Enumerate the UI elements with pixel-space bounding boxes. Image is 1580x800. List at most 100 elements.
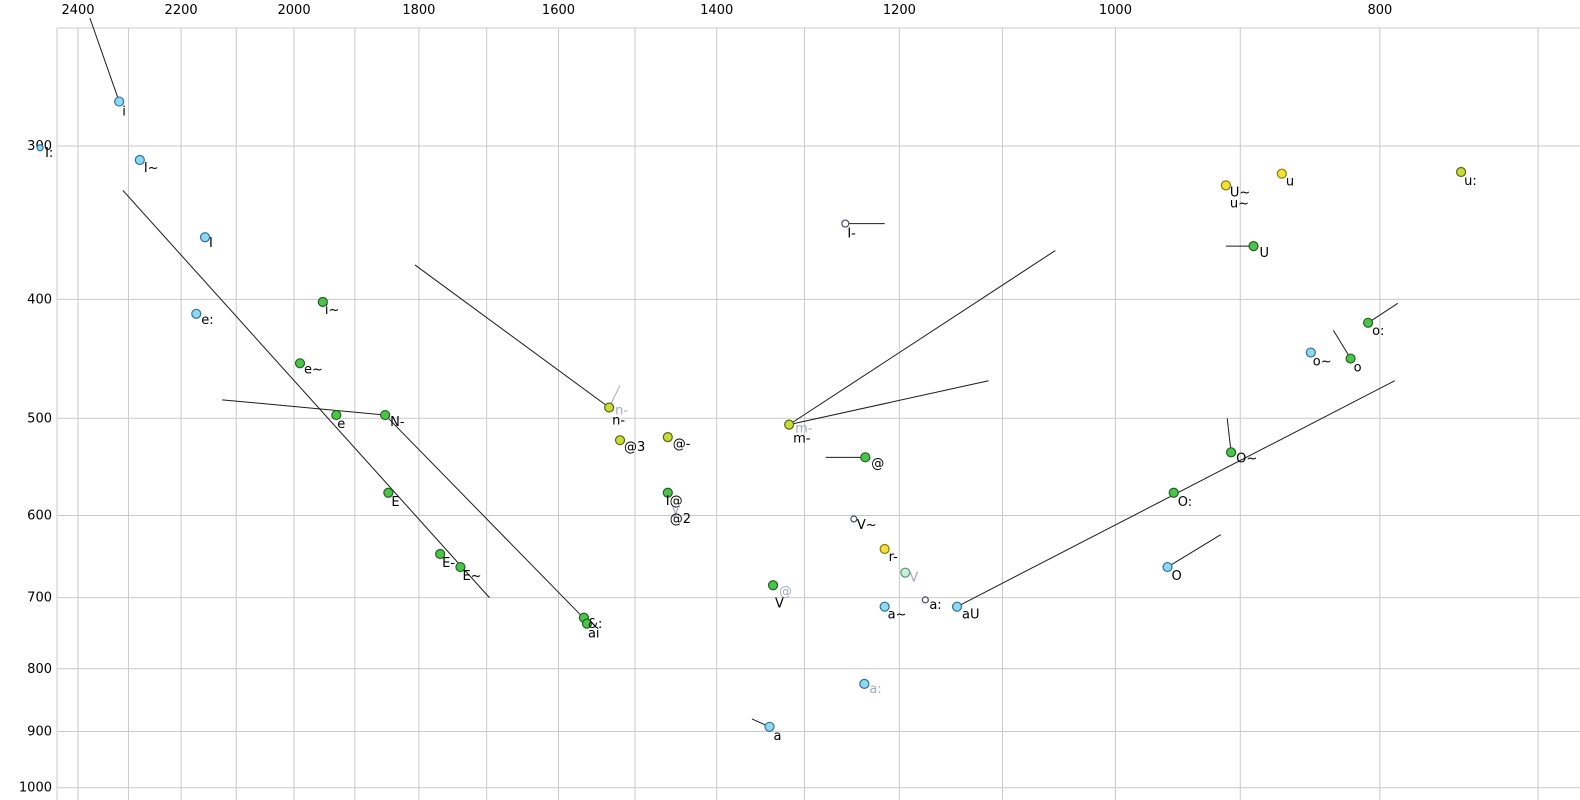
vowel-label-U: U [1260, 246, 1270, 261]
vowel-point-e: [191, 308, 202, 319]
vowel-point-O~ [1226, 447, 1237, 458]
trajectory-line [1367, 302, 1399, 324]
vowel-label-E: E [391, 495, 399, 510]
vowel-label-i: i [122, 105, 126, 120]
vowel-label-I@: I@ [666, 494, 683, 509]
trajectory-line [222, 399, 386, 416]
vowel-label-o~: o~ [1313, 355, 1332, 370]
vowel-label-E~: E~ [462, 569, 481, 584]
vowel-label-n-: n- [612, 414, 625, 429]
trajectory-line [414, 264, 610, 408]
vowel-point-I~ [134, 154, 145, 166]
x-axis-tick-label: 1200 [883, 3, 916, 18]
trajectory-line [1167, 534, 1221, 568]
vowel-label-@: @ [871, 456, 884, 471]
y-axis-tick-label: 500 [27, 411, 52, 426]
vowel-label-I:: I: [45, 146, 53, 161]
vowel-point-U [1248, 241, 1259, 252]
vowel-point-@3 [614, 435, 626, 446]
trajectory-line [89, 17, 120, 102]
vowel-point-E- [435, 548, 446, 560]
vowel-label-u:: u: [1464, 174, 1477, 189]
x-axis-tick-label: 2400 [61, 3, 94, 18]
vowel-point-u: [1455, 166, 1467, 178]
vowel-label-U~: u~ [1230, 196, 1249, 211]
vowel-label-I@: @2 [670, 512, 691, 527]
vowel-label-V~: V~ [857, 518, 877, 533]
vowel-label-O: O [1172, 569, 1182, 584]
vowel-label-O:: O: [1178, 495, 1192, 510]
y-axis-tick-label: 900 [27, 725, 52, 740]
x-axis-tick-label: 2200 [165, 3, 198, 18]
vowel-label-O~: O~ [1236, 451, 1257, 466]
vowel-point-I@ [662, 487, 673, 498]
vowel-label-e:: e: [201, 313, 213, 328]
trajectory-line [788, 250, 1056, 426]
vowel-label-e~: e~ [304, 362, 323, 377]
vowel-label-E-: E- [442, 556, 455, 571]
vowel-point-a:3 [859, 678, 870, 689]
y-axis-tick-label: 700 [27, 591, 52, 606]
vowel-point-m- [784, 419, 795, 430]
vowel-point-e [331, 409, 342, 421]
vowel-label-@3: @3 [624, 440, 645, 455]
vowel-label-U~: U~ [1230, 185, 1250, 200]
vowel-point-o: [1362, 317, 1374, 328]
vowel-point-V [767, 580, 779, 591]
vowel-label-u: u [1286, 175, 1294, 190]
vowel-point-I [199, 232, 211, 243]
trajectory-line [122, 189, 490, 598]
vowel-point-I: [36, 144, 44, 152]
x-axis-tick-label: 800 [1367, 3, 1392, 18]
vowel-point-E~ [455, 561, 466, 573]
vowel-point-o [1345, 353, 1356, 364]
vowel-point-o~ [1305, 347, 1316, 358]
y-axis-tick-label: 1000 [19, 781, 52, 796]
y-axis-tick-label: 800 [27, 662, 52, 677]
vowel-label-I@: y [672, 503, 680, 518]
vowel-point-i [114, 96, 125, 107]
vowel-label-a~: a~ [888, 608, 907, 623]
vowel-point-i~ [317, 296, 328, 308]
vowel-label-e: e [337, 417, 345, 432]
vowel-label-m-: m- [793, 432, 811, 447]
vowel-point-V~ [850, 515, 858, 523]
trajectory-line [1332, 330, 1352, 359]
x-axis-tick-label: 2000 [278, 3, 311, 18]
vowel-label-@-: @- [673, 437, 691, 452]
vowel-point-a~ [879, 601, 890, 612]
vowel-point-a [764, 721, 775, 732]
x-axis-tick-label: 1400 [700, 3, 733, 18]
vowel-label-ai: ai [588, 627, 600, 642]
trajectory-line [384, 414, 587, 622]
vowel-label-V: @ [779, 584, 792, 599]
vowel-point-@ [860, 452, 871, 463]
vowel-label-V-gray: V [909, 571, 918, 586]
vowel-label-n-: n- [615, 404, 628, 419]
vowel-label-r-: r- [889, 550, 899, 565]
vowel-point-U~ [1220, 180, 1231, 191]
vowel-point-a:2 [921, 596, 929, 604]
vowel-point-r- [879, 543, 890, 555]
vowel-label-a:2: a: [929, 598, 941, 613]
vowel-point-O [1162, 561, 1173, 573]
trajectory-line [789, 380, 989, 426]
vowel-label-V: V [775, 596, 784, 611]
x-axis-tick-label: 1000 [1099, 3, 1132, 18]
vowel-label-o:: o: [1372, 324, 1384, 339]
vowel-label-a: a [774, 729, 782, 744]
vowel-label-&: &: [588, 617, 603, 632]
vowel-label-I-: I- [847, 227, 856, 242]
vowel-point-@- [662, 432, 673, 443]
vowel-label-a:3: a: [869, 682, 881, 697]
x-axis-tick-label: 1600 [542, 3, 575, 18]
vowel-label-N-: N- [390, 415, 405, 430]
vowel-point-n- [604, 402, 615, 413]
trajectory-line [1226, 418, 1232, 453]
vowel-label-aU: aU [962, 608, 979, 623]
vowel-point-E [383, 487, 394, 498]
vowel-label-i~: i~ [325, 303, 340, 318]
vowel-point-ai [581, 618, 593, 629]
vowel-point-N- [380, 409, 391, 421]
